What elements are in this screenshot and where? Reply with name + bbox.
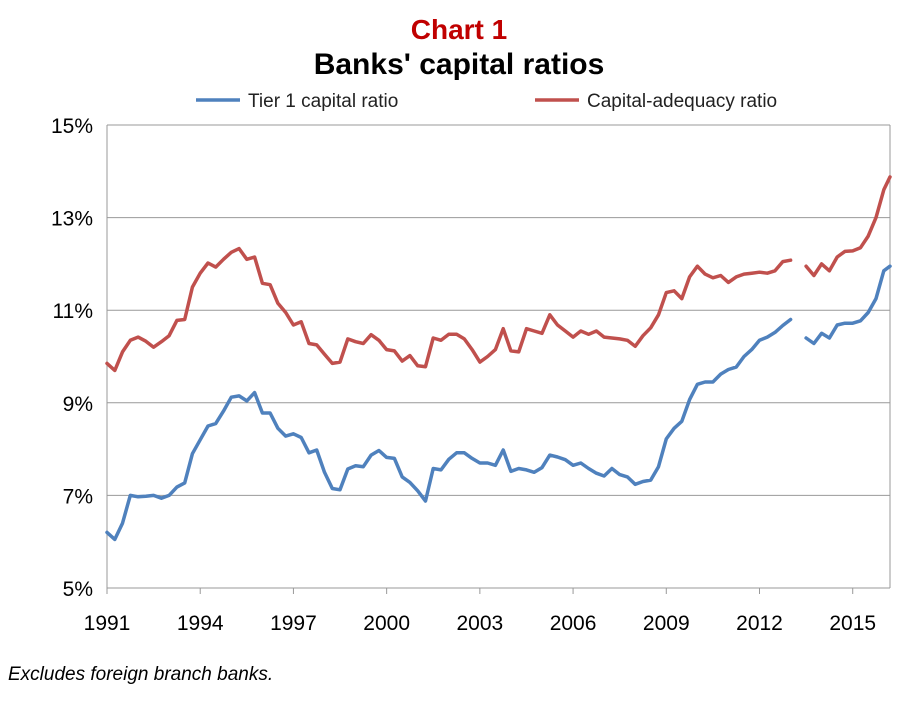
legend: Tier 1 capital ratio Capital-adequacy rat…	[196, 91, 777, 112]
x-tick-label: 2015	[829, 612, 876, 635]
legend-label-2: Capital-adequacy ratio	[587, 91, 777, 112]
x-tick-label: 2003	[456, 612, 503, 635]
series-line-1-segment-2	[804, 264, 892, 346]
y-tick-label: 7%	[63, 485, 93, 508]
x-tick-label: 1997	[270, 612, 317, 635]
x-tick-label: 2006	[550, 612, 597, 635]
grid-lines	[107, 124, 890, 589]
y-tick-label: 5%	[63, 578, 93, 601]
y-tick-label: 11%	[53, 300, 93, 323]
chart-subtitle: Banks' capital ratios	[313, 48, 605, 81]
x-tick-label: 1991	[84, 612, 131, 635]
series-line-1-segment-1	[105, 317, 793, 542]
x-tick-label: 2012	[736, 612, 783, 635]
chart-title: Chart 1	[410, 14, 508, 45]
x-tick-label: 1994	[177, 612, 224, 635]
line-chart: 5% 7% 9% 11% 13% 15% 1991 1994 1997 2000 2003 2006…	[51, 91, 892, 635]
y-tick-label: 9%	[63, 393, 93, 416]
series-lines	[105, 175, 892, 542]
y-tick-label: 13%	[51, 208, 93, 231]
x-tick-label: 2000	[363, 612, 410, 635]
x-tick-label: 2009	[643, 612, 690, 635]
series-line-2-segment-2	[804, 175, 892, 278]
series-line-2-segment-1	[105, 246, 793, 373]
y-tick-label: 15%	[51, 115, 93, 138]
plot-frame	[106, 125, 891, 588]
x-axis: 1991 1994 1997 2000 2003 2006 2009 2012 2015	[84, 588, 876, 635]
footnote: Excludes foreign branch banks.	[8, 664, 274, 685]
y-axis: 5% 7% 9% 11% 13% 15%	[51, 115, 93, 601]
legend-label-1: Tier 1 capital ratio	[248, 91, 398, 112]
